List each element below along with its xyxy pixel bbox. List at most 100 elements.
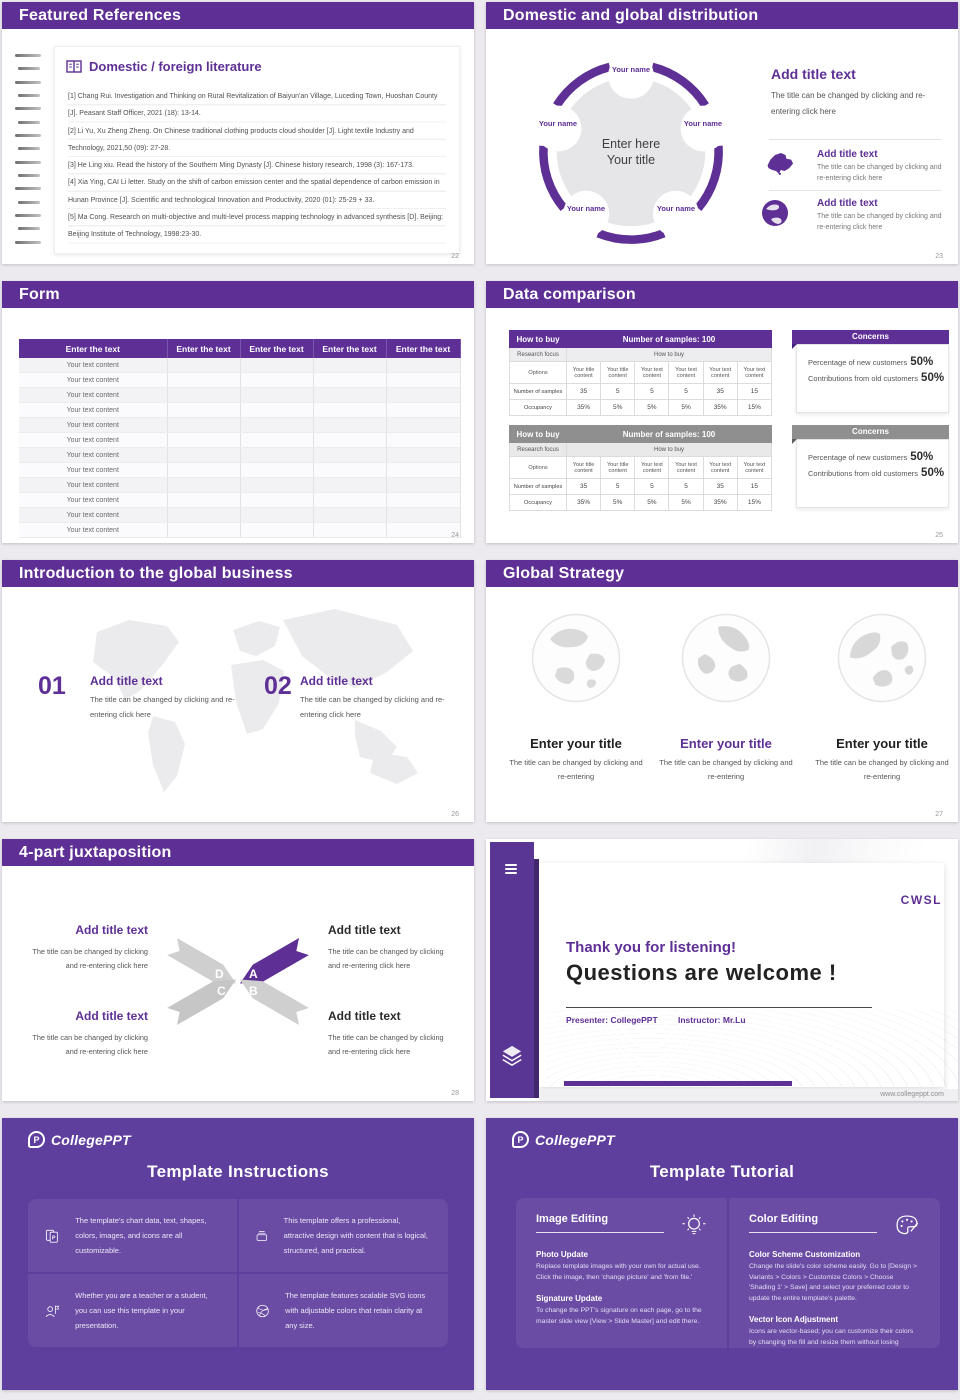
slide-title-bar: 4-part juxtaposition <box>2 839 474 866</box>
diagram-letter: D <box>215 967 224 981</box>
briefcase-icon <box>256 1230 268 1241</box>
diagram-node-label: Your name <box>611 65 651 74</box>
globe-graphic <box>531 613 621 703</box>
mesh-decoration <box>546 1009 958 1087</box>
world-map-graphic <box>93 609 418 792</box>
tutorial-column: Image Editing Photo Update Replace templ… <box>516 1198 727 1348</box>
diagram-letter: A <box>249 967 258 981</box>
item-title: Add title text <box>75 923 148 937</box>
book-icon <box>66 60 82 73</box>
comparison-table-gray: How to buy Number of samples: 100 Researc… <box>509 425 773 511</box>
item-body: The title can be changed by clicking and… <box>509 758 643 781</box>
item-number: 02 <box>264 672 292 700</box>
slide-data-comparison: Data comparison How to buy Number of samp… <box>486 281 958 543</box>
brand-icon: P <box>28 1131 45 1148</box>
slide-juxtaposition: 4-part juxtaposition D A C B Add title t… <box>2 839 474 1101</box>
table-row: Occupancy 35% 5% 5% 5% 35% 15% <box>509 494 773 511</box>
presenter-icon <box>45 1305 60 1317</box>
diagram-node-label: Your name <box>683 119 723 128</box>
concerns-box-gray: Concerns Percentage of new customers 50% … <box>792 425 949 508</box>
item-title: Enter your title <box>836 736 928 751</box>
table-row: Your text content <box>19 477 461 493</box>
item-title: Add title text <box>90 674 163 688</box>
divider <box>769 139 941 140</box>
reference-item: [1] Chang Rui. Investigation and Thinkin… <box>68 93 438 118</box>
instruction-cards: P The template's chart data, text, shape… <box>28 1199 448 1347</box>
concerns-header: Concerns <box>792 330 949 344</box>
quadrant-block: Add title text The title can be changed … <box>20 923 148 973</box>
reference-list: [1] Chang Rui. Investigation and Thinkin… <box>68 88 446 244</box>
diagram-letter: B <box>249 984 258 998</box>
slide-title-bar: Domestic and global distribution <box>486 2 958 29</box>
slide-title-bar: Introduction to the global business <box>2 560 474 587</box>
table-row: Your text content <box>19 432 461 448</box>
table-row: Your text content <box>19 462 461 478</box>
item-body: The title can be changed by clicking and… <box>300 695 445 719</box>
item-body: The title can be changed by clicking and… <box>817 213 942 231</box>
quadrant-block: Add title text The title can be changed … <box>20 1009 148 1059</box>
item-body: The title can be changed by clicking and… <box>328 1033 444 1056</box>
sub-title: Vector Icon Adjustment <box>749 1315 839 1324</box>
item-body: The title can be changed by clicking and… <box>32 1033 148 1056</box>
layers-icon <box>502 1045 522 1067</box>
globe-graphic <box>837 613 927 703</box>
table-row: Your text content <box>19 387 461 403</box>
concerns-box-purple: Concerns Percentage of new customers 50% … <box>792 330 949 413</box>
slide-form: Form Enter the text Enter the text Enter t… <box>2 281 474 543</box>
brand-name: CollegePPT <box>535 1131 615 1148</box>
concerns-line: Percentage of new customers 50% <box>808 356 934 368</box>
sub-title: Photo Update <box>536 1250 588 1259</box>
section-title: Add title text <box>771 66 856 82</box>
section-heading: Color Editing <box>749 1213 877 1233</box>
table-row: Your text content <box>19 358 461 373</box>
item-body: The title can be changed by clicking and… <box>659 758 793 781</box>
sub-title: Signature Update <box>536 1294 603 1303</box>
item-title: Add title text <box>328 1009 401 1023</box>
page-number: 28 <box>451 1090 459 1097</box>
card-text: The template's chart data, text, shapes,… <box>75 1216 207 1255</box>
item-title: Add title text <box>328 923 401 937</box>
table-row: Your text content <box>19 417 461 433</box>
quadrant-block: Add title text The title can be changed … <box>328 923 456 973</box>
diagram-letter: C <box>217 984 226 998</box>
table-row: Number of samples 35 5 5 5 35 15 <box>509 478 773 495</box>
slide-template-instructions: P CollegePPT Template Instructions P The… <box>2 1118 474 1390</box>
slide-global-strategy: Global Strategy Enter your title Enter y… <box>486 560 958 822</box>
brand-logo: P CollegePPT <box>512 1131 615 1148</box>
brand-icon: P <box>512 1131 529 1148</box>
instruction-card: P The template's chart data, text, shape… <box>28 1199 237 1272</box>
diagram-node-label: Your name <box>656 204 696 213</box>
slide-title-bar: Form <box>2 281 474 308</box>
page-number: 23 <box>935 253 943 260</box>
tutorial-column: Color Editing Color Scheme Customization… <box>729 1198 940 1348</box>
gear-circle-diagram <box>535 52 727 244</box>
tutorial-columns: Image Editing Photo Update Replace templ… <box>516 1198 940 1348</box>
reference-item: [2] Li Yu, Xu Zheng Zheng. On Chinese tr… <box>68 127 414 152</box>
table-row: Number of samples 35 5 5 5 35 15 <box>509 383 773 400</box>
brand-name: CollegePPT <box>51 1131 131 1148</box>
item-title: Add title text <box>75 1009 148 1023</box>
table-row: Your text content <box>19 522 461 538</box>
card-text: Whether you are a teacher or a student, … <box>75 1291 208 1330</box>
ribbon-x-diagram: D A C B <box>162 939 314 1025</box>
literature-heading-label: Domestic / foreign literature <box>89 59 262 74</box>
table-row: Your text content <box>19 402 461 418</box>
item-title: Add title text <box>817 198 878 209</box>
sub-body: To change the PPT's signature on each pa… <box>536 1307 702 1325</box>
thanks-subtitle: Questions are welcome ! <box>566 960 837 985</box>
literature-heading: Domestic / foreign literature <box>66 59 262 74</box>
slide-thank-you: CWSL Thank you for listening! Questions … <box>486 839 958 1101</box>
sub-body: Replace template images with your own fo… <box>536 1263 701 1281</box>
sidebar-edge <box>534 859 539 1098</box>
form-table: Enter the text Enter the text Enter the te… <box>19 339 461 538</box>
slide-template-tutorial: P CollegePPT Template Tutorial Image Edi… <box>486 1118 958 1390</box>
diagram-node-label: Your name <box>566 204 606 213</box>
sidebar <box>490 842 534 1098</box>
website-url: www.collegeppt.com <box>880 1091 944 1098</box>
diagram-node-label: Your name <box>538 119 578 128</box>
reference-item: [3] He Ling xiu. Read the history of the… <box>68 162 414 170</box>
card-text: The template features scalable SVG icons… <box>285 1291 426 1330</box>
item-number: 01 <box>38 672 66 700</box>
slide-title-bar: Data comparison <box>486 281 958 308</box>
school-logo: CWSL <box>900 893 942 907</box>
